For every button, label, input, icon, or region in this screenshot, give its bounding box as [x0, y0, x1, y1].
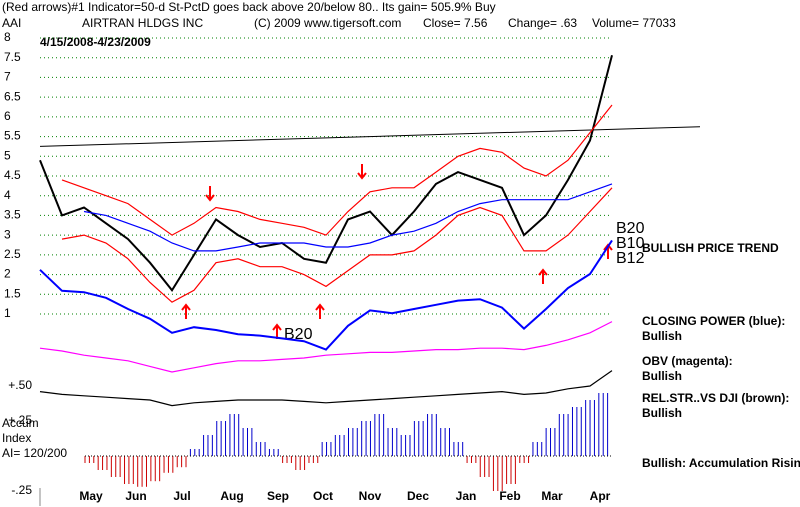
- company: AIRTRAN HLDGS INC: [82, 16, 203, 30]
- ticker: AAI: [2, 16, 21, 30]
- y-tick-label: 5.5: [4, 129, 21, 143]
- indicator-text: (Red arrows)#1 Indicator=50-d St-PctD go…: [2, 0, 496, 14]
- x-tick-label: Oct: [313, 489, 333, 503]
- y-tick-label: 2: [4, 267, 11, 281]
- annotation: B10: [616, 235, 645, 252]
- status: Bullish: Accumulation Rising: [642, 456, 800, 470]
- series-line: [83, 183, 613, 252]
- volume: Volume= 77033: [592, 16, 676, 30]
- series-line: [39, 370, 613, 407]
- y-tick-label: -.25: [11, 483, 32, 497]
- signal-arrow: [272, 323, 282, 339]
- series-line: [39, 239, 613, 351]
- trendline: [39, 126, 701, 147]
- accum-title: Accum: [2, 416, 39, 430]
- x-tick-label: Jan: [456, 489, 477, 503]
- y-tick-label: 8: [4, 30, 11, 44]
- y-tick-label: 7: [4, 70, 11, 84]
- x-tick-label: Dec: [407, 489, 429, 503]
- y-tick-label: +.25: [8, 413, 32, 427]
- legend-entry: CLOSING POWER (blue):: [642, 314, 785, 328]
- series-line: [61, 187, 613, 303]
- signal-arrow: [205, 186, 215, 202]
- annotation: B12: [616, 250, 645, 267]
- y-tick-label: 2.5: [4, 247, 21, 261]
- signal-arrow: [538, 268, 548, 284]
- close: Close= 7.56: [423, 16, 488, 30]
- y-tick-label: +.50: [8, 378, 32, 392]
- y-tick-label: 6: [4, 109, 11, 123]
- x-tick-label: Feb: [499, 489, 520, 503]
- y-tick-label: 3.5: [4, 208, 21, 222]
- y-tick-label: 4: [4, 188, 11, 202]
- y-tick-label: 4.5: [4, 168, 21, 182]
- y-tick-label: 1.5: [4, 286, 21, 300]
- change: Change= .63: [508, 16, 577, 30]
- status: Bullish: [642, 369, 682, 383]
- x-tick-label: Mar: [541, 489, 563, 503]
- series-line: [61, 104, 613, 236]
- x-tick-label: Apr: [590, 489, 611, 503]
- series-line: [39, 321, 613, 373]
- x-tick-label: Sep: [267, 489, 289, 503]
- annotation: B20: [616, 220, 645, 237]
- x-tick-label: Jun: [125, 489, 146, 503]
- date-range: 4/15/2008-4/23/2009: [40, 35, 151, 49]
- x-tick-label: May: [79, 489, 103, 503]
- accum-title: AI= 120/200: [2, 446, 67, 460]
- status: Bullish: [642, 329, 682, 343]
- series-line: [39, 55, 613, 293]
- copyright: (C) 2009 www.tigersoft.com: [254, 16, 401, 30]
- signal-arrow: [181, 303, 191, 319]
- legend-entry: REL.STR..VS DJI (brown):: [642, 391, 789, 405]
- y-tick-label: 6.5: [4, 89, 21, 103]
- y-tick-label: 5: [4, 148, 11, 162]
- y-tick-label: 3: [4, 227, 11, 241]
- accum-title: Index: [2, 431, 31, 445]
- y-tick-label: 1: [4, 306, 11, 320]
- signal-arrow: [315, 303, 325, 319]
- signal-arrow: [357, 164, 367, 180]
- x-tick-label: Jul: [173, 489, 190, 503]
- x-tick-label: Aug: [220, 489, 243, 503]
- y-tick-label: 7.5: [4, 50, 21, 64]
- status: Bullish: [642, 406, 682, 420]
- legend-entry: OBV (magenta):: [642, 354, 733, 368]
- x-tick-label: Nov: [359, 489, 382, 503]
- annotation: BULLISH PRICE TREND: [642, 241, 779, 255]
